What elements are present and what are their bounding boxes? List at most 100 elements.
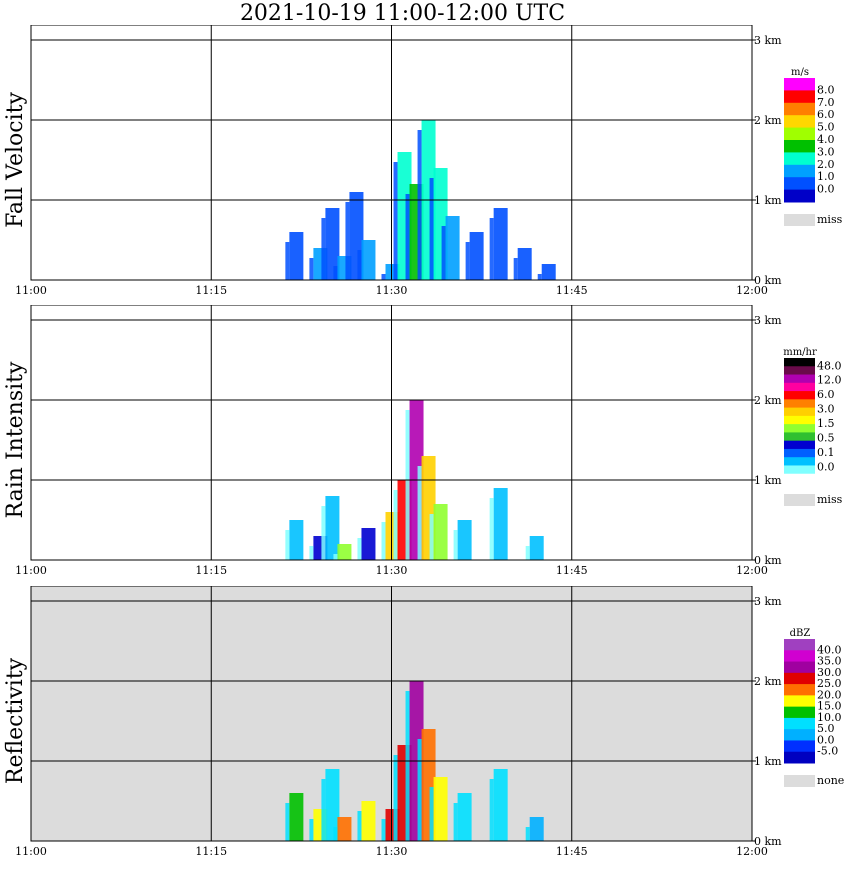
legend-swatch bbox=[784, 448, 815, 458]
height-tick-label: 0 km bbox=[754, 554, 782, 567]
height-tick-label: 3 km bbox=[754, 595, 782, 608]
echo-fringe bbox=[453, 803, 458, 841]
echo-column bbox=[457, 793, 472, 841]
echo-column bbox=[289, 232, 304, 280]
echo-column bbox=[457, 520, 472, 560]
echo-fringe bbox=[405, 194, 410, 280]
plot-frame bbox=[30, 586, 753, 842]
legend-swatch bbox=[784, 152, 815, 166]
echo-column bbox=[337, 817, 352, 841]
height-tick-label: 1 km bbox=[754, 194, 782, 207]
legend-swatch bbox=[784, 695, 815, 708]
height-tick-label: 1 km bbox=[754, 474, 782, 487]
height-tick-label: 2 km bbox=[754, 114, 782, 127]
legend-swatch bbox=[784, 717, 815, 730]
echo-column bbox=[529, 536, 544, 560]
echo-fringe bbox=[453, 530, 458, 560]
legend-label: 8.0 bbox=[817, 83, 835, 96]
x-tick-label: 11:00 bbox=[15, 564, 47, 577]
x-tick-label: 11:45 bbox=[556, 845, 588, 858]
legend-swatch bbox=[784, 140, 815, 153]
legend-swatch bbox=[784, 729, 815, 741]
echo-fringe bbox=[525, 546, 530, 560]
echo-fringe bbox=[429, 514, 434, 560]
echo-fringe bbox=[381, 819, 386, 841]
legend-swatch bbox=[784, 115, 815, 129]
echo-fringe bbox=[285, 530, 290, 560]
legend-missing-label: miss bbox=[817, 213, 843, 226]
legend-swatch bbox=[784, 399, 815, 409]
height-tick-label: 3 km bbox=[754, 314, 782, 327]
legend-missing-swatch bbox=[784, 214, 815, 226]
x-tick-label: 11:15 bbox=[195, 284, 227, 297]
y-axis-label: Rain Intensity bbox=[3, 361, 28, 518]
legend-label: 35.0 bbox=[817, 655, 842, 668]
legend-swatch bbox=[784, 457, 815, 466]
echo-column bbox=[361, 801, 376, 841]
legend-label: 48.0 bbox=[817, 359, 842, 372]
x-tick-label: 11:30 bbox=[376, 284, 408, 297]
echo-fringe bbox=[345, 202, 350, 280]
legend-swatch bbox=[784, 374, 815, 384]
x-tick-label: 11:30 bbox=[376, 564, 408, 577]
x-tick-label: 11:15 bbox=[195, 564, 227, 577]
echo-fringe bbox=[441, 226, 446, 280]
echo-fringe bbox=[309, 819, 314, 841]
legend-label: 5.0 bbox=[817, 722, 835, 735]
legend-label: 40.0 bbox=[817, 643, 842, 656]
echo-fringe bbox=[321, 218, 326, 280]
legend-swatch bbox=[784, 661, 815, 674]
legend-label: 0.0 bbox=[817, 461, 835, 474]
y-axis-label: Reflectivity bbox=[3, 657, 28, 784]
echo-fringe bbox=[405, 410, 410, 560]
legend-label: 2.0 bbox=[817, 158, 835, 171]
reflectivity-panel: 11:00 11:15 11:30 11:45 12:000 km 1 km 2 km 3 k… bbox=[3, 586, 844, 858]
echo-fringe bbox=[489, 218, 494, 280]
legend-missing-label: miss bbox=[817, 493, 843, 506]
legend-swatch bbox=[784, 164, 815, 178]
legend-swatch bbox=[784, 391, 815, 400]
legend-swatch bbox=[784, 102, 815, 116]
legend-label: 0.5 bbox=[817, 432, 835, 445]
legend-swatch bbox=[784, 751, 815, 764]
legend-swatch bbox=[784, 382, 815, 392]
legend-missing-label: none bbox=[817, 774, 844, 787]
echo-fringe bbox=[537, 274, 542, 280]
echo-fringe bbox=[393, 755, 398, 841]
echo-column bbox=[541, 264, 556, 280]
x-tick-label: 11:45 bbox=[556, 284, 588, 297]
legend-label: 6.0 bbox=[817, 108, 835, 121]
legend-swatch bbox=[784, 465, 815, 475]
legend-swatch bbox=[784, 366, 815, 376]
legend-swatch bbox=[784, 90, 815, 104]
echo-fringe bbox=[489, 498, 494, 560]
echo-fringe bbox=[333, 554, 338, 560]
legend-swatch bbox=[784, 473, 815, 483]
echo-fringe bbox=[357, 811, 362, 841]
height-tick-label: 3 km bbox=[754, 34, 782, 47]
height-tick-label: 2 km bbox=[754, 675, 782, 688]
echo-fringe bbox=[285, 803, 290, 841]
legend-label: 20.0 bbox=[817, 688, 842, 701]
echo-column bbox=[529, 817, 544, 841]
legend-swatch bbox=[784, 432, 815, 442]
legend-label: 1.5 bbox=[817, 417, 835, 430]
echo-column bbox=[361, 528, 376, 560]
legend-label: 1.0 bbox=[817, 170, 835, 183]
echo-column bbox=[517, 248, 532, 280]
echo-fringe bbox=[357, 250, 362, 280]
legend-label: 5.0 bbox=[817, 121, 835, 134]
chart-title: 2021-10-19 11:00-12:00 UTC bbox=[239, 1, 566, 26]
legend-unit: mm/hr bbox=[783, 347, 817, 358]
legend-swatch bbox=[784, 639, 815, 651]
legend-label: 30.0 bbox=[817, 666, 842, 679]
legend-label: 15.0 bbox=[817, 700, 842, 713]
echo-column bbox=[493, 769, 508, 841]
echo-fringe bbox=[333, 827, 338, 841]
echo-fringe bbox=[489, 779, 494, 841]
x-tick-label: 12:00 bbox=[736, 845, 768, 858]
fall-velocity-panel: 11:00 11:15 11:30 11:45 12:000 km 1 km 2 km 3 k… bbox=[3, 25, 843, 297]
echo-fringe bbox=[417, 739, 422, 841]
y-axis-label: Fall Velocity bbox=[3, 92, 28, 228]
legend-label: 3.0 bbox=[817, 403, 835, 416]
